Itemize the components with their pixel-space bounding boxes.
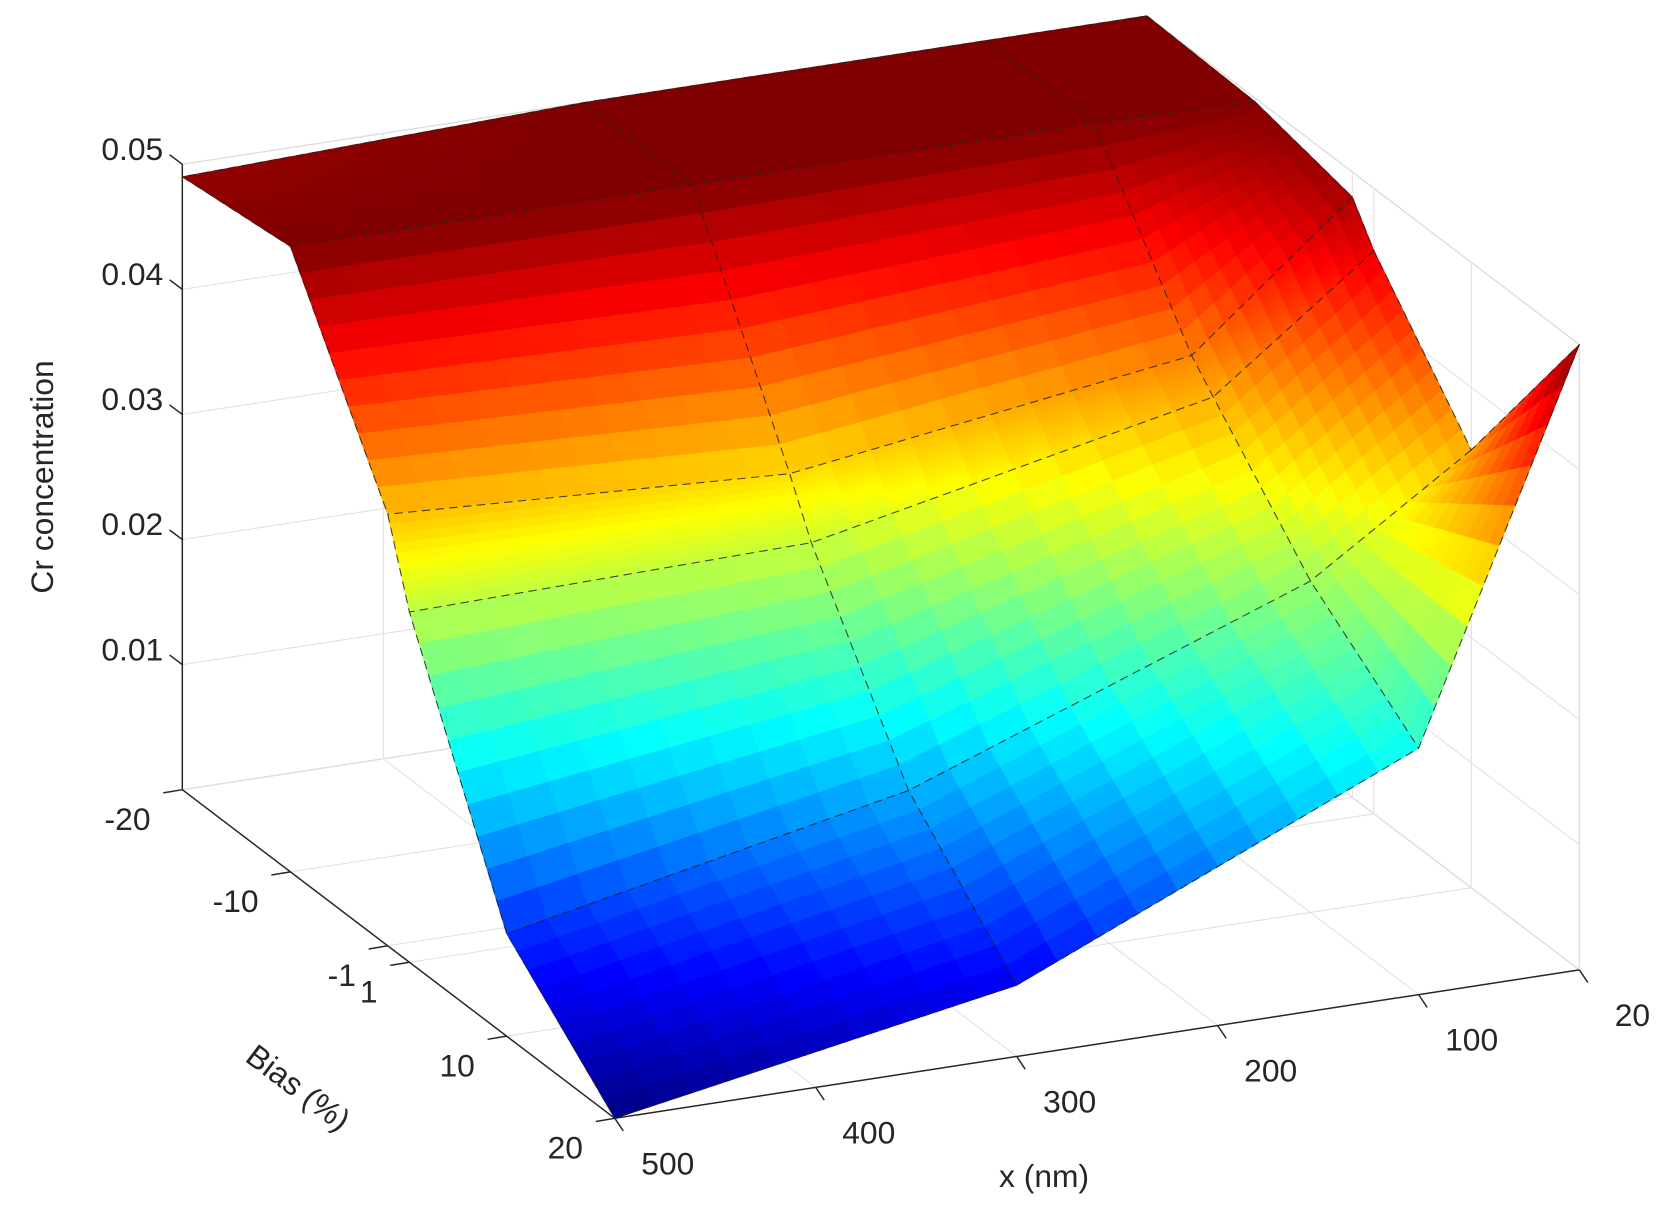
x-tick-label: 100 [1445, 1022, 1498, 1058]
y-tick-label: 20 [548, 1130, 583, 1166]
x-tick [815, 1086, 825, 1101]
z-tick [169, 654, 183, 666]
z-tick [169, 529, 183, 541]
z-tick [169, 154, 183, 165]
z-tick [169, 279, 183, 290]
x-tick-label: 400 [842, 1114, 895, 1150]
z-tick-label: 0.05 [101, 131, 163, 167]
x-axis-label: x (nm) [999, 1158, 1089, 1194]
z-tick-label: 0.01 [101, 631, 163, 667]
mesh-line [182, 15, 1148, 178]
y-tick [390, 961, 410, 967]
y-tick [487, 1035, 507, 1041]
x-tick-label: 500 [641, 1145, 694, 1181]
y-axis [181, 789, 616, 1119]
x-tick-label: 20 [1615, 997, 1650, 1033]
x-tick [1217, 1025, 1227, 1039]
mesh-line [1146, 15, 1580, 451]
y-tick-label: -1 [328, 957, 356, 993]
y-tick-label: 1 [360, 973, 378, 1009]
x-tick [614, 1117, 624, 1132]
y-tick [368, 945, 388, 950]
x-tick [1016, 1056, 1026, 1070]
y-tick-label: -10 [213, 883, 259, 919]
mesh-line [985, 40, 1420, 749]
z-tick-label: 0.04 [101, 256, 163, 292]
z-axis-label: Cr concentration [24, 360, 60, 593]
z-tick-label: 0.03 [101, 381, 163, 417]
x-tick-label: 200 [1244, 1053, 1297, 1089]
mesh-line [387, 196, 1353, 515]
y-axis-label: Bias (%) [240, 1037, 358, 1138]
y-tick-label: -20 [105, 801, 151, 837]
x-tick [1418, 994, 1428, 1008]
mesh-line [290, 101, 1256, 247]
mesh-line [182, 176, 616, 1119]
y-tick [595, 1117, 615, 1123]
z-tick-label: 0.02 [101, 506, 163, 542]
x-tick [1578, 969, 1589, 984]
y-tick-label: 10 [440, 1047, 475, 1083]
x-tick-label: 300 [1043, 1084, 1096, 1120]
y-tick [271, 871, 291, 876]
plot: Cr concentration Bias (%) x (nm) 0.01 0.0… [24, 15, 1650, 1194]
mesh-line [409, 250, 1375, 613]
y-tick [163, 788, 183, 794]
mesh-line [614, 344, 1580, 1119]
mesh-line [506, 449, 1472, 935]
z-tick [169, 404, 183, 416]
surface [181, 15, 1580, 1119]
mesh-line [583, 102, 1018, 986]
grid-line [1146, 15, 1580, 345]
